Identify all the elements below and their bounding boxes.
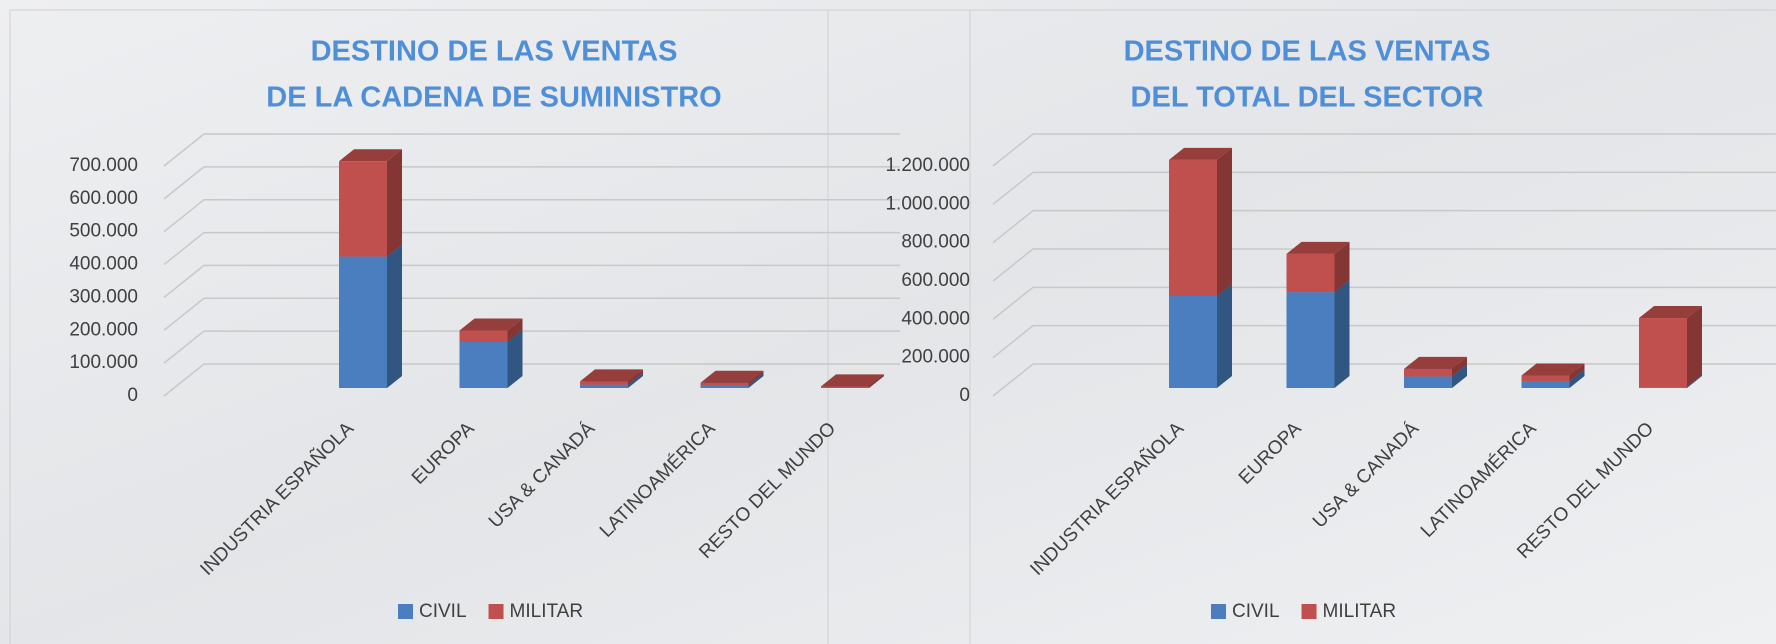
bar-front xyxy=(1404,369,1452,377)
bar xyxy=(339,245,402,388)
bar-front xyxy=(1639,387,1687,388)
legend-swatch xyxy=(1302,604,1317,619)
bar-side xyxy=(1217,284,1232,388)
legend-label: MILITAR xyxy=(510,601,584,622)
legend-label: MILITAR xyxy=(1323,601,1397,622)
y-tick-label: 0 xyxy=(959,385,970,406)
legend-swatch xyxy=(489,604,504,619)
bar-front xyxy=(821,386,869,388)
y-tick-label: 500.000 xyxy=(69,221,138,242)
bar-side xyxy=(1335,280,1350,388)
bar xyxy=(1169,148,1232,296)
chart-title: DEL TOTAL DEL SECTOR xyxy=(1131,82,1484,114)
y-tick-label: 800.000 xyxy=(901,232,970,253)
y-tick-label: 700.000 xyxy=(69,155,138,176)
bar-front xyxy=(1639,318,1687,387)
chart-title: DE LA CADENA DE SUMINISTRO xyxy=(266,82,721,114)
bar-side xyxy=(387,245,402,388)
bar-front xyxy=(1522,381,1570,388)
legend-swatch xyxy=(1211,604,1226,619)
bar-side xyxy=(1217,148,1232,296)
y-tick-label: 100.000 xyxy=(69,352,138,373)
legend-label: CIVIL xyxy=(419,601,467,622)
bar-front xyxy=(580,385,628,388)
bar-front xyxy=(701,385,749,388)
bar-front xyxy=(339,257,387,388)
bar-front xyxy=(1522,376,1570,382)
bar-front xyxy=(701,383,749,386)
bar xyxy=(1169,284,1232,388)
bar xyxy=(1287,242,1350,292)
bar-front xyxy=(460,331,508,343)
legend-swatch xyxy=(398,604,413,619)
y-tick-label: 300.000 xyxy=(69,286,138,307)
y-tick-label: 400.000 xyxy=(901,308,970,329)
legend-label: CIVIL xyxy=(1232,601,1280,622)
bar-front xyxy=(1169,160,1217,296)
bar xyxy=(339,149,402,256)
y-tick-label: 1.200.000 xyxy=(885,155,970,176)
chart-title: DESTINO DE LAS VENTAS xyxy=(1124,36,1491,68)
bar xyxy=(1639,306,1702,387)
y-tick-label: 600.000 xyxy=(901,270,970,291)
chart-title: DESTINO DE LAS VENTAS xyxy=(311,36,678,68)
page: DESTINO DE LAS VENTAS DE LA CADENA DE SUM… xyxy=(0,0,1776,644)
bar-front xyxy=(1287,292,1335,388)
bar-side xyxy=(387,149,402,256)
y-tick-label: 0 xyxy=(127,385,138,406)
bar-front xyxy=(1169,296,1217,388)
bar xyxy=(1287,280,1350,388)
bar-front xyxy=(580,381,628,384)
bar-front xyxy=(1287,254,1335,292)
y-tick-label: 200.000 xyxy=(69,319,138,340)
bar-front xyxy=(1404,377,1452,389)
y-tick-label: 1.000.000 xyxy=(885,193,970,214)
bar-side xyxy=(1687,306,1702,387)
bar-front xyxy=(339,161,387,256)
y-tick-label: 400.000 xyxy=(69,254,138,275)
y-tick-label: 200.000 xyxy=(901,347,970,368)
y-tick-label: 600.000 xyxy=(69,188,138,209)
bar-front xyxy=(460,342,508,388)
